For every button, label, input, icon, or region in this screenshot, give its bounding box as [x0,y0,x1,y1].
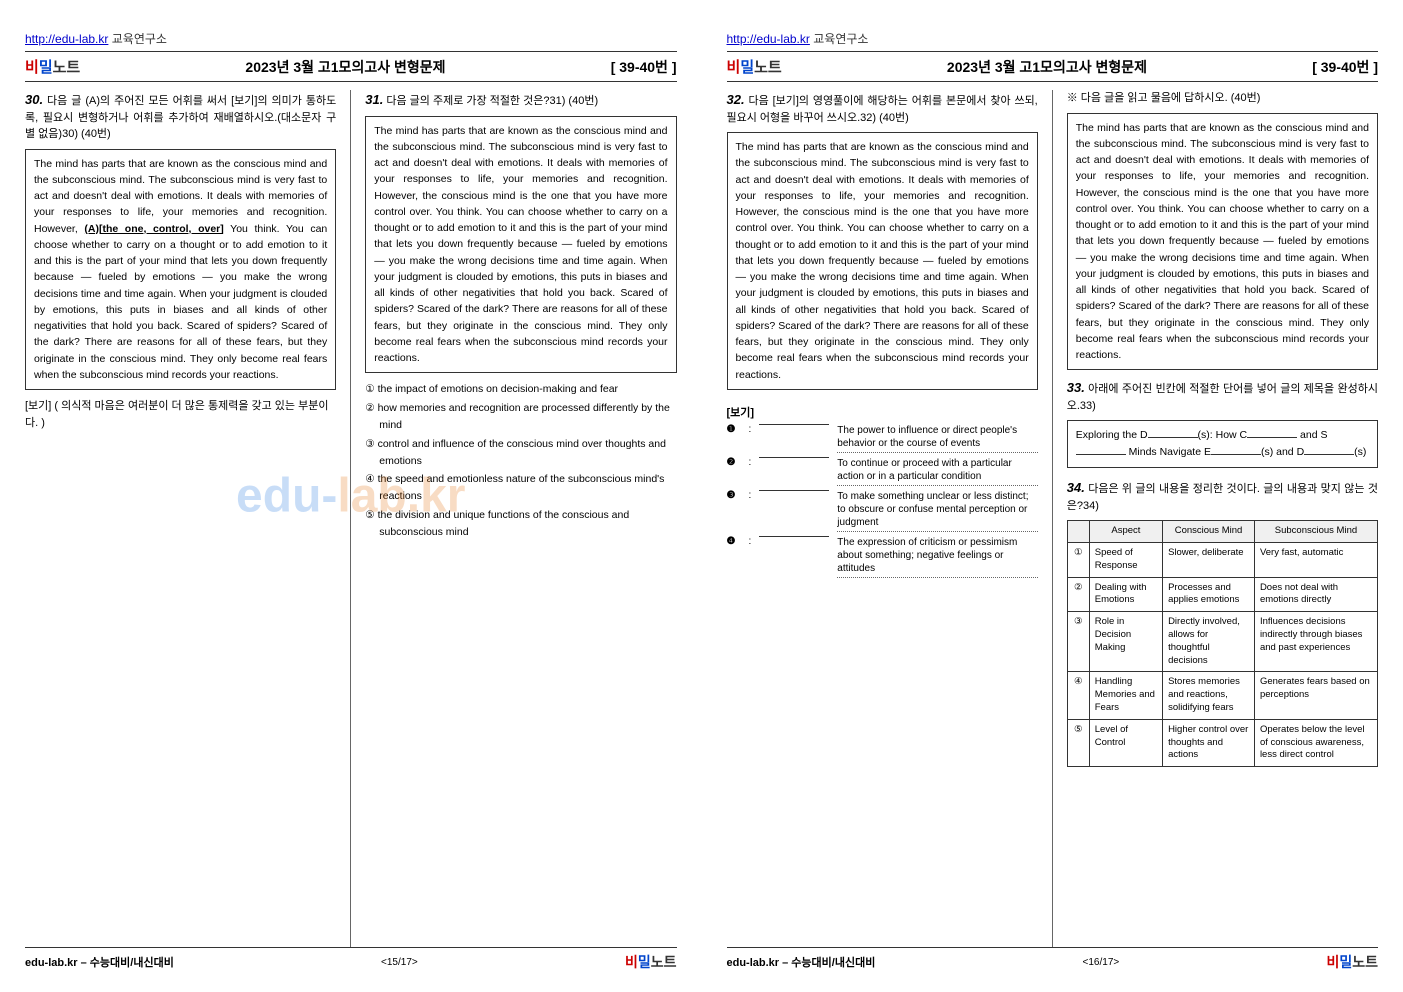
footer-page: <15/17> [381,957,418,968]
q32-bogi: [보기] ❶ : The power to influence or direc… [727,404,1038,582]
bogi-label: [보기] [727,404,1038,420]
q33-fillbox: Exploring the D(s): How C and S Minds Na… [1067,420,1378,468]
q34-head: 34. 다음은 위 글의 내용을 정리한 것이다. 글의 내용과 맞지 않는 것… [1067,478,1378,514]
footer-left: edu-lab.kr – 수능대비/내신대비 [727,954,876,970]
q31-choices: ① the impact of emotions on decision-mak… [365,381,676,542]
blank-input[interactable] [1247,437,1297,438]
choice-5[interactable]: ⑤ the division and unique functions of t… [365,507,676,541]
footer: edu-lab.kr – 수능대비/내신대비 <15/17> 비밀노트 [25,947,677,972]
columns: 32. 다음 [보기]의 영영풀이에 해당하는 어휘를 본문에서 찾아 쓰되, … [727,90,1379,947]
q31-passage: The mind has parts that are known as the… [365,116,676,374]
col-left: 30. 다음 글 (A)의 주어진 모든 어휘를 써서 [보기]의 의미가 통하… [25,90,336,947]
table-row[interactable]: ② Dealing with Emotions Processes and ap… [1067,577,1377,612]
blank-input[interactable] [1148,437,1198,438]
table-row[interactable]: ③ Role in Decision Making Directly invol… [1067,612,1377,672]
bogi-item-2: ❷ : To continue or proceed with a partic… [727,457,1038,486]
blank-input[interactable] [759,457,829,458]
blank-input[interactable] [1304,454,1354,455]
site-link[interactable]: http://edu-lab.kr 교육연구소 [25,30,677,47]
logo: 비밀노트 [727,56,782,77]
footer-logo: 비밀노트 [1326,952,1378,972]
doc-title: 2023년 3월 고1모의고사 변형문제 [782,57,1312,77]
question-range: [ 39-40번 ] [1312,57,1378,77]
choice-1[interactable]: ① the impact of emotions on decision-mak… [365,381,676,398]
q34-table: Aspect Conscious Mind Subconscious Mind … [1067,520,1378,767]
qx-head: ※ 다음 글을 읽고 물음에 답하시오. (40번) [1067,90,1378,107]
question-range: [ 39-40번 ] [611,57,677,77]
footer-logo: 비밀노트 [625,952,677,972]
footer: edu-lab.kr – 수능대비/내신대비 <16/17> 비밀노트 [727,947,1379,972]
site-link[interactable]: http://edu-lab.kr 교육연구소 [727,30,1379,47]
page-left: http://edu-lab.kr 교육연구소 비밀노트 2023년 3월 고1… [0,0,702,992]
blank-input[interactable] [1076,454,1126,455]
blank-input[interactable] [759,424,829,425]
bogi-item-3: ❸ : To make something unclear or less di… [727,490,1038,532]
header-row: 비밀노트 2023년 3월 고1모의고사 변형문제 [ 39-40번 ] [727,51,1379,82]
q30-head: 30. 다음 글 (A)의 주어진 모든 어휘를 써서 [보기]의 의미가 통하… [25,90,336,143]
q32-passage: The mind has parts that are known as the… [727,132,1038,390]
site-url: http://edu-lab.kr [727,32,810,46]
blank-input[interactable] [759,490,829,491]
blank-input[interactable] [759,536,829,537]
site-name: 교육연구소 [813,32,868,46]
doc-title: 2023년 3월 고1모의고사 변형문제 [80,57,610,77]
col-right: ※ 다음 글을 읽고 물음에 답하시오. (40번) The mind has … [1067,90,1378,947]
column-divider [350,90,351,947]
q30-passage: The mind has parts that are known as the… [25,149,336,391]
q30-bogi: [보기] ( 의식적 마음은 여러분이 더 많은 통제력을 갖고 있는 부분이다… [25,398,336,431]
q31-head: 31. 다음 글의 주제로 가장 적절한 것은?31) (40번) [365,90,676,110]
table-row[interactable]: ⑤ Level of Control Higher control over t… [1067,719,1377,766]
column-divider [1052,90,1053,947]
footer-page: <16/17> [1083,957,1120,968]
q32-head: 32. 다음 [보기]의 영영풀이에 해당하는 어휘를 본문에서 찾아 쓰되, … [727,90,1038,126]
table-header-row: Aspect Conscious Mind Subconscious Mind [1067,521,1377,543]
bogi-item-1: ❶ : The power to influence or direct peo… [727,424,1038,453]
logo: 비밀노트 [25,56,80,77]
site-name: 교육연구소 [112,32,167,46]
blank-input[interactable] [1211,454,1261,455]
choice-2[interactable]: ② how memories and recognition are proce… [365,400,676,434]
choice-3[interactable]: ③ control and influence of the conscious… [365,436,676,470]
qx-passage: The mind has parts that are known as the… [1067,113,1378,371]
table-row[interactable]: ④ Handling Memories and Fears Stores mem… [1067,672,1377,719]
page-right: http://edu-lab.kr 교육연구소 비밀노트 2023년 3월 고1… [702,0,1403,992]
choice-4[interactable]: ④ the speed and emotionless nature of th… [365,471,676,505]
footer-left: edu-lab.kr – 수능대비/내신대비 [25,954,174,970]
site-url: http://edu-lab.kr [25,32,108,46]
q33-head: 33. 아래에 주어진 빈칸에 적절한 단어를 넣어 글의 제목을 완성하시오.… [1067,378,1378,414]
table-row[interactable]: ① Speed of Response Slower, deliberate V… [1067,542,1377,577]
columns: 30. 다음 글 (A)의 주어진 모든 어휘를 써서 [보기]의 의미가 통하… [25,90,677,947]
col-left: 32. 다음 [보기]의 영영풀이에 해당하는 어휘를 본문에서 찾아 쓰되, … [727,90,1038,947]
col-right: 31. 다음 글의 주제로 가장 적절한 것은?31) (40번) The mi… [365,90,676,947]
header-row: 비밀노트 2023년 3월 고1모의고사 변형문제 [ 39-40번 ] [25,51,677,82]
bogi-item-4: ❹ : The expression of criticism or pessi… [727,536,1038,578]
